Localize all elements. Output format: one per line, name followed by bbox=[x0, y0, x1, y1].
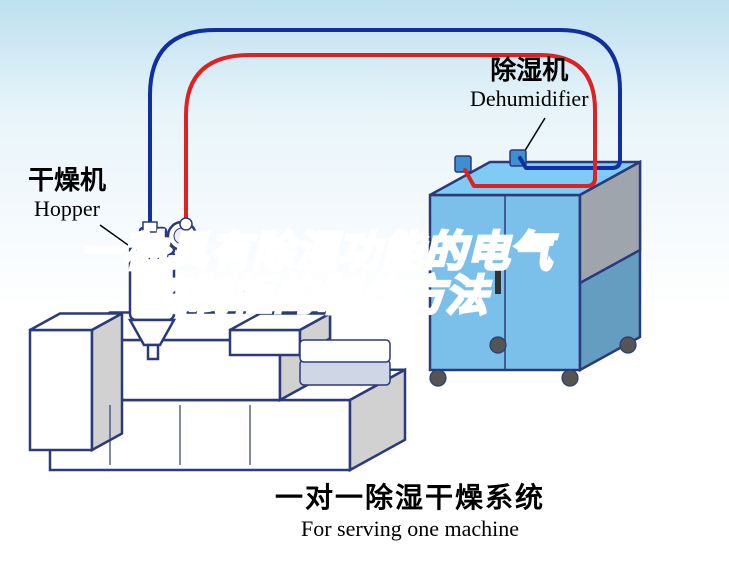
system-name-cn: 一对一除湿干燥系统 bbox=[275, 480, 545, 515]
hopper-label-cn: 干燥机 bbox=[28, 165, 106, 196]
hopper-label: 干燥机 Hopper bbox=[28, 165, 106, 223]
dehumidifier-label-en: Dehumidifier bbox=[470, 86, 589, 112]
headline-line1: 一种具有除湿功能的电气 bbox=[80, 230, 553, 274]
system-name-en: For serving one machine bbox=[275, 515, 545, 543]
dehumidifier-label-cn: 除湿机 bbox=[470, 55, 589, 86]
system-name: 一对一除湿干燥系统 For serving one machine bbox=[275, 480, 545, 543]
hopper-label-en: Hopper bbox=[28, 196, 106, 222]
headline-overlay: 一种具有除湿功能的电气 控制柜的制作方法 bbox=[80, 230, 553, 318]
dehumidifier-label: 除湿机 Dehumidifier bbox=[470, 55, 589, 113]
headline-line2: 控制柜的制作方法 bbox=[80, 274, 553, 318]
